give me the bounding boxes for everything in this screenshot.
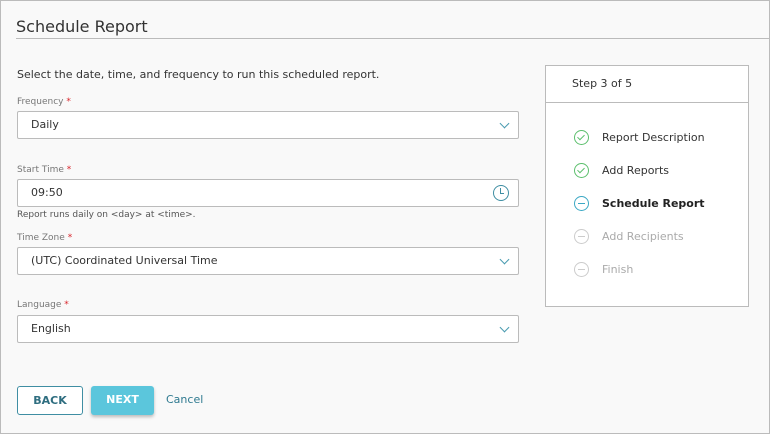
frequency-value: Daily [31, 118, 59, 131]
chevron-down-icon [499, 322, 510, 333]
time-zone-select[interactable]: (UTC) Coordinated Universal Time [17, 247, 519, 275]
start-time-input[interactable]: 09:50 [17, 179, 519, 207]
step-counter: Step 3 of 5 [546, 66, 748, 103]
minus-circle-icon [574, 229, 589, 244]
page-title: Schedule Report [16, 17, 148, 36]
start-time-hint: Report runs daily on <day> at <time>. [17, 210, 196, 220]
chevron-down-icon [499, 118, 510, 129]
clock-icon[interactable] [493, 185, 509, 201]
step-finish: Finish [574, 262, 633, 277]
divider [16, 38, 769, 39]
check-circle-icon [574, 163, 589, 178]
back-button[interactable]: BACK [17, 386, 83, 415]
intro-text: Select the date, time, and frequency to … [17, 68, 380, 81]
language-select[interactable]: English [17, 315, 519, 343]
step-report-description: Report Description [574, 130, 705, 145]
step-schedule-report: Schedule Report [574, 196, 705, 211]
minus-circle-icon [574, 262, 589, 277]
start-time-value: 09:50 [31, 186, 63, 199]
time-zone-label: Time Zone * [17, 233, 73, 243]
frequency-select[interactable]: Daily [17, 111, 519, 139]
cancel-link[interactable]: Cancel [166, 393, 204, 406]
wizard-steps-panel: Step 3 of 5 Report Description Add Repor… [545, 65, 749, 307]
check-circle-icon [574, 130, 589, 145]
step-add-recipients: Add Recipients [574, 229, 684, 244]
start-time-label: Start Time * [17, 165, 72, 175]
language-label: Language * [17, 300, 69, 310]
step-add-reports: Add Reports [574, 163, 669, 178]
minus-circle-icon [574, 196, 589, 211]
language-value: English [31, 322, 71, 335]
chevron-down-icon [499, 254, 510, 265]
next-button[interactable]: NEXT [91, 386, 154, 415]
time-zone-value: (UTC) Coordinated Universal Time [31, 254, 218, 267]
frequency-label: Frequency * [17, 97, 71, 107]
